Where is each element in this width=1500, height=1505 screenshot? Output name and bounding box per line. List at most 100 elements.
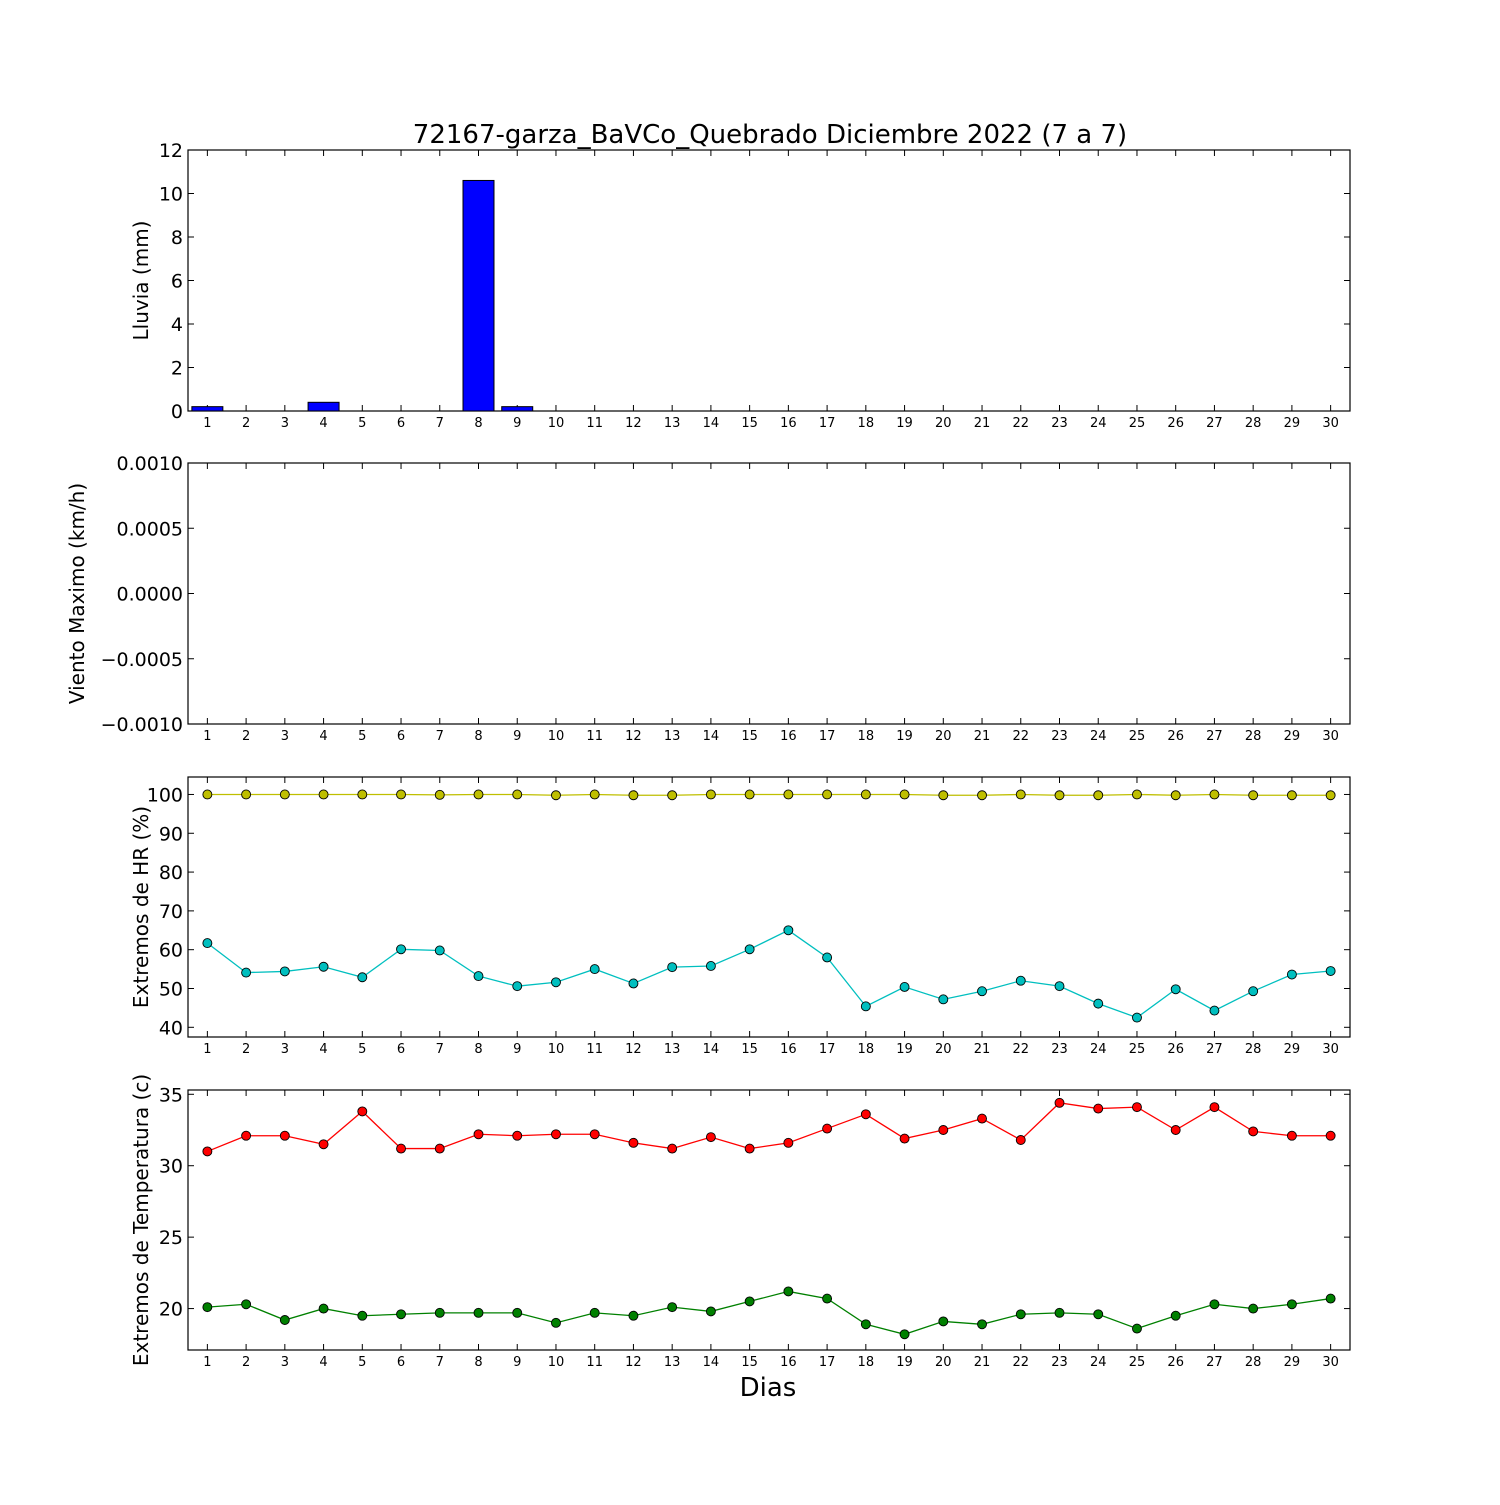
x-tick-label: 15 bbox=[741, 729, 758, 744]
x-tick-label: 19 bbox=[896, 729, 913, 744]
data-point bbox=[202, 1146, 213, 1157]
x-tick-label: 29 bbox=[1284, 1042, 1301, 1057]
x-tick-label: 11 bbox=[586, 1355, 603, 1370]
x-tick-label: 30 bbox=[1322, 1042, 1339, 1057]
x-tick-label: 17 bbox=[819, 416, 836, 431]
data-point bbox=[1093, 1309, 1104, 1320]
data-point bbox=[705, 1306, 716, 1317]
data-point bbox=[744, 1143, 755, 1154]
x-tick-label: 26 bbox=[1167, 729, 1184, 744]
data-point bbox=[1015, 789, 1026, 800]
y-tick-label: −0.0010 bbox=[101, 714, 183, 736]
data-point bbox=[551, 977, 561, 988]
y-tick-label: 50 bbox=[159, 978, 183, 1000]
y-tick-label: 40 bbox=[159, 1017, 183, 1039]
data-point bbox=[1093, 998, 1104, 1009]
x-tick-label: 23 bbox=[1051, 416, 1068, 431]
data-point bbox=[899, 1329, 910, 1340]
x-tick-label: 1 bbox=[203, 729, 211, 744]
y-tick-label: 70 bbox=[159, 901, 183, 923]
data-point bbox=[1286, 1130, 1297, 1141]
y-tick-label: 60 bbox=[159, 940, 183, 962]
x-tick-label: 26 bbox=[1167, 1355, 1184, 1370]
x-tick-label: 14 bbox=[703, 1042, 720, 1057]
data-point bbox=[628, 1137, 639, 1148]
series-line bbox=[207, 793, 1331, 796]
data-point bbox=[512, 981, 523, 992]
data-point bbox=[938, 1316, 949, 1327]
y-tick-label: 90 bbox=[159, 823, 183, 845]
data-point bbox=[589, 964, 600, 975]
x-tick-label: 24 bbox=[1090, 1355, 1107, 1370]
data-point bbox=[1286, 790, 1297, 801]
data-point bbox=[977, 1319, 987, 1330]
data-point bbox=[434, 1307, 445, 1318]
data-point bbox=[1015, 1309, 1026, 1320]
x-tick-label: 4 bbox=[319, 729, 327, 744]
x-tick-label: 2 bbox=[242, 1355, 250, 1370]
x-tick-label: 22 bbox=[1012, 1042, 1029, 1057]
x-tick-label: 9 bbox=[513, 1355, 521, 1370]
x-tick-label: 25 bbox=[1129, 729, 1146, 744]
data-point bbox=[1325, 966, 1336, 976]
x-tick-label: 28 bbox=[1245, 729, 1262, 744]
x-tick-label: 25 bbox=[1129, 1355, 1146, 1370]
x-tick-label: 8 bbox=[474, 1042, 482, 1057]
data-point bbox=[279, 789, 290, 800]
x-tick-label: 22 bbox=[1012, 1355, 1029, 1370]
data-point bbox=[1209, 1102, 1220, 1113]
x-tick-label: 16 bbox=[780, 1355, 797, 1370]
x-tick-label: 20 bbox=[935, 1042, 952, 1057]
x-tick-label: 21 bbox=[974, 1355, 991, 1370]
x-tick-label: 10 bbox=[548, 729, 565, 744]
x-tick-label: 13 bbox=[664, 416, 681, 431]
data-point bbox=[1015, 975, 1026, 986]
data-point bbox=[783, 1286, 794, 1297]
data-point bbox=[1248, 1126, 1259, 1137]
x-tick-label: 25 bbox=[1129, 1042, 1146, 1057]
x-tick-label: 7 bbox=[436, 1355, 444, 1370]
y-tick-label: 80 bbox=[159, 862, 183, 884]
x-tick-label: 3 bbox=[281, 416, 289, 431]
data-point bbox=[279, 1315, 290, 1325]
x-tick-label: 20 bbox=[935, 1355, 952, 1370]
data-point bbox=[705, 1132, 716, 1143]
chart-title: 72167-garza_BaVCo_Quebrado Diciembre 202… bbox=[413, 120, 1127, 150]
x-tick-label: 5 bbox=[358, 1355, 366, 1370]
y-tick-label: 35 bbox=[159, 1084, 183, 1106]
x-tick-label: 24 bbox=[1090, 1042, 1107, 1057]
data-point bbox=[977, 986, 987, 997]
data-point bbox=[473, 789, 484, 800]
x-tick-label: 13 bbox=[664, 729, 681, 744]
x-tick-label: 10 bbox=[548, 1042, 565, 1057]
x-tick-label: 16 bbox=[780, 1042, 797, 1057]
x-tick-label: 10 bbox=[548, 1355, 565, 1370]
x-tick-label: 29 bbox=[1284, 416, 1301, 431]
x-tick-label: 3 bbox=[281, 1355, 289, 1370]
x-tick-label: 6 bbox=[397, 416, 405, 431]
x-tick-label: 19 bbox=[896, 416, 913, 431]
data-point bbox=[1248, 1303, 1259, 1314]
y-tick-label: 0.0000 bbox=[117, 584, 183, 606]
x-tick-label: 7 bbox=[436, 416, 444, 431]
bar bbox=[191, 406, 224, 412]
data-point bbox=[899, 981, 910, 992]
data-point bbox=[977, 1113, 987, 1124]
x-tick-label: 23 bbox=[1051, 1355, 1068, 1370]
data-point bbox=[512, 1130, 523, 1141]
y-tick-label: 30 bbox=[159, 1156, 183, 1178]
x-tick-label: 4 bbox=[319, 1355, 327, 1370]
data-point bbox=[783, 925, 794, 936]
x-tick-label: 28 bbox=[1245, 1355, 1262, 1370]
data-point bbox=[1054, 1097, 1065, 1108]
x-tick-label: 3 bbox=[281, 1042, 289, 1057]
y-axis-label: Lluvia (mm) bbox=[129, 221, 153, 341]
y-tick-label: 8 bbox=[171, 227, 183, 249]
data-point bbox=[822, 789, 833, 800]
data-point bbox=[1132, 789, 1142, 800]
x-tick-label: 10 bbox=[548, 416, 565, 431]
data-point bbox=[705, 789, 716, 800]
x-tick-label: 20 bbox=[935, 729, 952, 744]
x-tick-label: 12 bbox=[625, 416, 642, 431]
